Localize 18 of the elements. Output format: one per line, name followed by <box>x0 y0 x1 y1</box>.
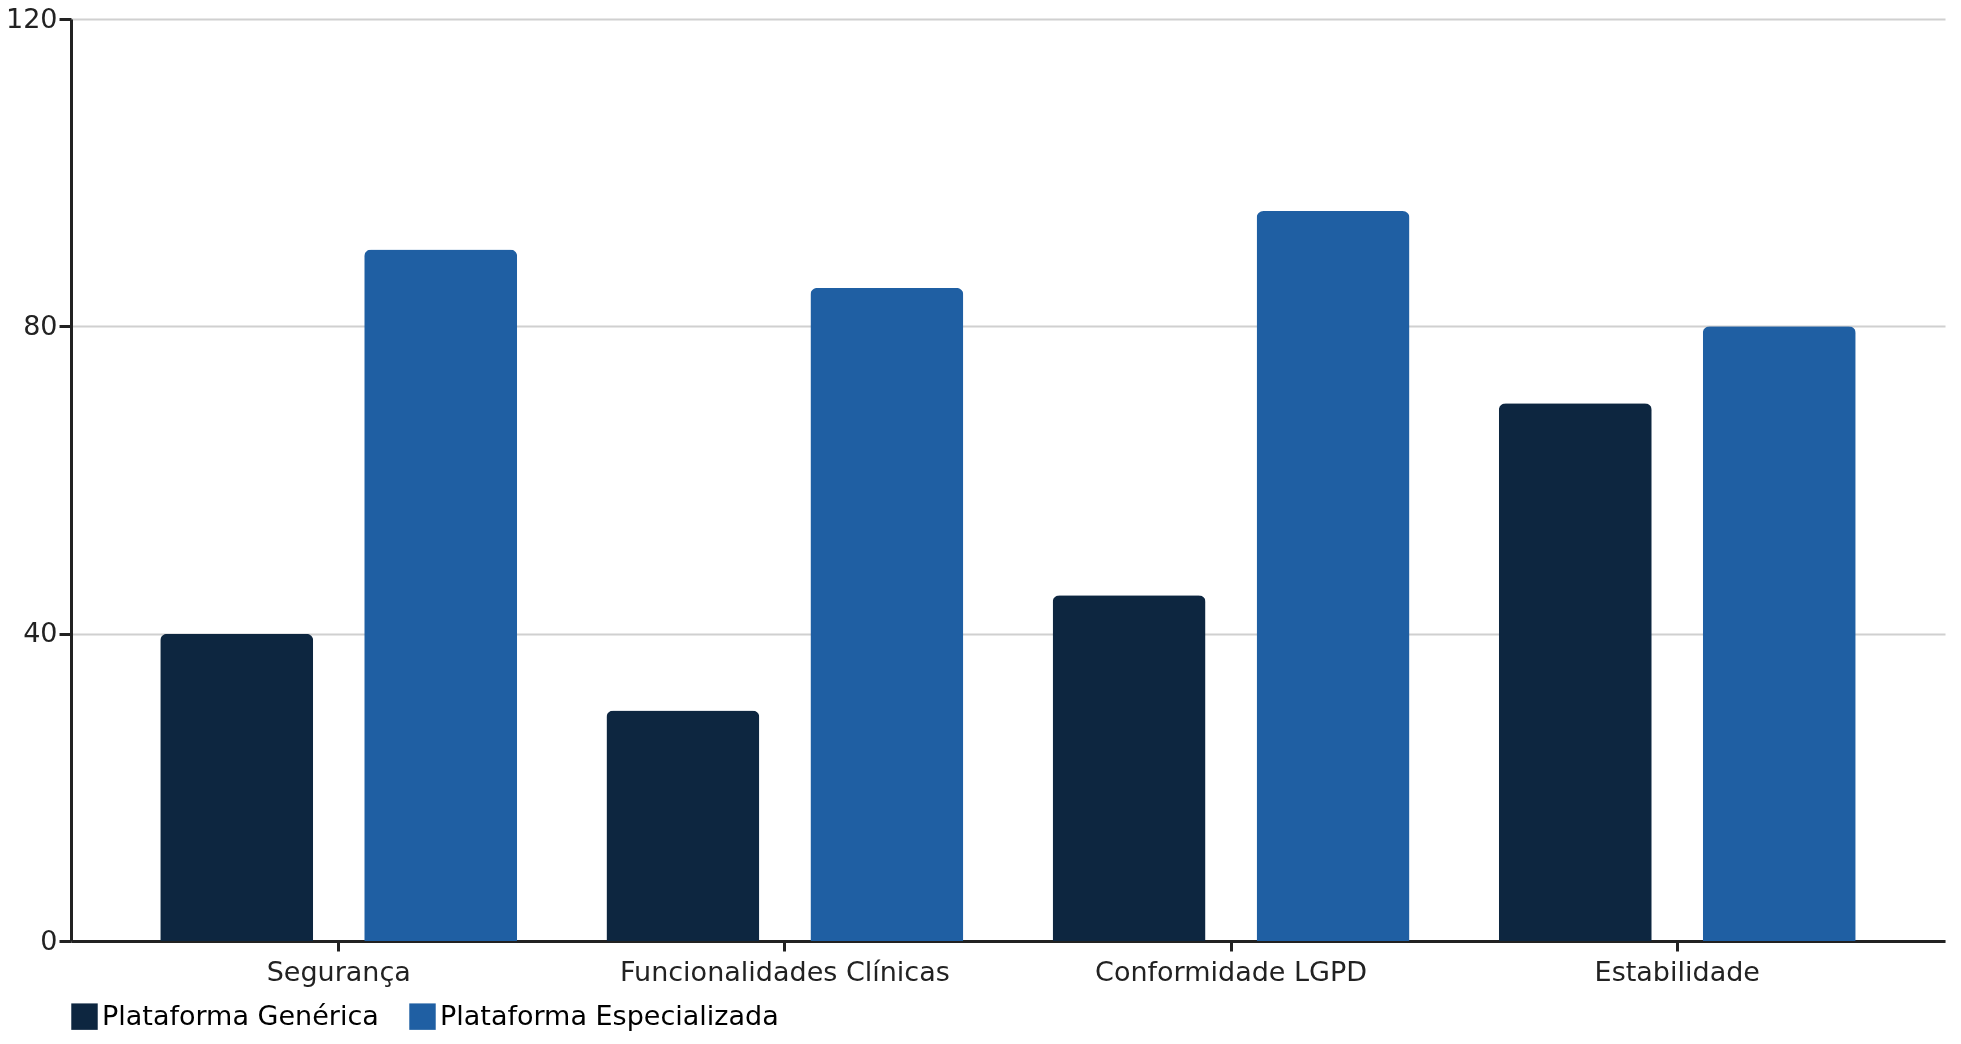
x-tick-label: Conformidade LGPD <box>1095 955 1368 987</box>
bar <box>364 249 518 941</box>
bar <box>160 633 314 941</box>
bar <box>1702 326 1856 941</box>
bar <box>1498 403 1652 941</box>
y-tick-label: 120 <box>5 2 58 34</box>
x-tick-label: Funcionalidades Clínicas <box>619 955 950 987</box>
x-tick-label: Estabilidade <box>1594 955 1760 987</box>
x-tick-label: Segurança <box>266 955 411 987</box>
bar <box>810 287 964 941</box>
bar <box>1052 595 1206 941</box>
bar <box>606 710 760 941</box>
y-tick-label: 80 <box>23 309 58 341</box>
y-tick-label: 40 <box>23 617 58 649</box>
y-tick-label: 0 <box>40 924 58 956</box>
legend-label: Plataforma Genérica <box>102 999 379 1031</box>
bar <box>1256 211 1410 941</box>
legend-label: Plataforma Especializada <box>440 999 779 1031</box>
